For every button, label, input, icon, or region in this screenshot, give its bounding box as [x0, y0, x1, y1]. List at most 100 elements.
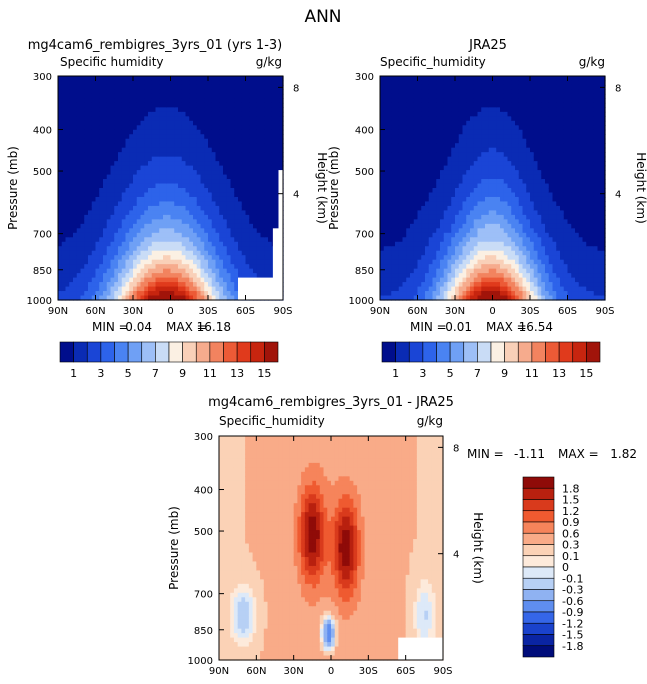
contour-cell — [133, 152, 138, 158]
contour-cell — [121, 183, 127, 189]
contour-cell — [215, 152, 220, 158]
contour-cell — [470, 125, 475, 131]
contour-cell — [466, 111, 471, 117]
contour-cell — [174, 147, 179, 153]
contour-cell — [488, 138, 494, 144]
contour-cell — [275, 138, 280, 144]
contour-cell — [515, 228, 520, 234]
contour-cell — [159, 116, 164, 122]
contour-cell — [238, 205, 243, 211]
contour-cell — [151, 107, 157, 113]
contour-cell — [428, 219, 434, 225]
contour-cell — [488, 183, 494, 189]
contour-cell — [181, 291, 187, 297]
contour-cell — [95, 179, 100, 185]
contour-cell — [103, 205, 108, 211]
contour-cell — [473, 295, 479, 301]
contour-cell — [178, 273, 183, 279]
contour-cell — [447, 264, 452, 270]
contour-cell — [500, 205, 505, 211]
contour-cell — [193, 174, 198, 180]
contour-cell — [129, 259, 134, 265]
contour-cell — [151, 196, 157, 203]
colorbar-swatch — [59, 341, 74, 363]
contour-cell — [163, 102, 168, 108]
contour-cell — [204, 116, 209, 122]
contour-cell — [436, 152, 441, 158]
contour-cell — [118, 291, 123, 297]
contour-cell — [436, 107, 441, 113]
contour-cell — [159, 291, 164, 297]
contour-cell — [447, 76, 452, 82]
contour-cell — [488, 102, 494, 108]
contour-cell — [189, 143, 194, 149]
contour-cell — [125, 84, 130, 91]
contour-cell — [136, 116, 142, 122]
contour-cell — [511, 237, 516, 243]
contour-cell — [136, 147, 142, 153]
contour-cell — [208, 143, 213, 149]
contour-cell — [410, 205, 415, 211]
contour-cell — [211, 129, 217, 135]
contour-cell — [103, 116, 108, 122]
contour-cell — [174, 250, 179, 256]
contour-cell — [256, 219, 262, 225]
contour-cell — [215, 156, 220, 162]
contour-cell — [125, 93, 130, 99]
contour-cell — [256, 98, 262, 104]
contour-cell — [226, 196, 232, 203]
contour-cell — [73, 268, 78, 274]
contour-cell — [211, 76, 217, 82]
contour-cell — [95, 232, 100, 238]
contour-cell — [410, 156, 415, 162]
contour-cell — [144, 183, 149, 189]
contour-cell — [264, 134, 269, 140]
contour-cell — [443, 165, 449, 171]
contour-cell — [249, 143, 254, 149]
contour-cell — [84, 259, 89, 265]
contour-cell — [61, 259, 67, 265]
contour-cell — [110, 228, 115, 234]
contour-cell — [466, 116, 471, 122]
panel-model-variable-label: Specific humidity — [60, 55, 164, 69]
contour-cell — [395, 129, 400, 135]
contour-cell — [234, 93, 239, 99]
contour-cell — [185, 210, 190, 216]
contour-cell — [166, 291, 172, 297]
contour-cell — [174, 152, 179, 158]
contour-cell — [163, 161, 168, 167]
contour-cell — [447, 259, 452, 265]
contour-cell — [230, 165, 235, 171]
contour-cell — [402, 80, 407, 86]
contour-cell — [455, 125, 460, 131]
contour-cell — [458, 143, 464, 149]
contour-cell — [492, 223, 497, 229]
contour-cell — [383, 102, 389, 108]
contour-cell — [118, 183, 123, 189]
contour-cell — [159, 201, 164, 207]
contour-cell — [106, 241, 112, 247]
contour-cell — [129, 214, 134, 220]
contour-cell — [462, 282, 467, 288]
contour-cell — [428, 286, 434, 292]
contour-cell — [470, 138, 475, 144]
contour-cell — [455, 205, 460, 211]
contour-cell — [193, 84, 198, 91]
contour-cell — [395, 214, 400, 220]
contour-cell — [208, 188, 213, 194]
contour-cell — [125, 259, 130, 265]
contour-cell — [260, 98, 265, 104]
contour-cell — [406, 179, 411, 185]
contour-cell — [477, 129, 482, 135]
contour-cell — [485, 196, 490, 203]
contour-cell — [76, 165, 82, 171]
contour-cell — [106, 93, 112, 99]
contour-cell — [402, 241, 407, 247]
contour-cell — [249, 273, 254, 279]
contour-cell — [451, 201, 456, 207]
contour-cell — [185, 219, 190, 225]
contour-cell — [129, 237, 134, 243]
contour-cell — [166, 120, 172, 126]
contour-cell — [241, 125, 247, 131]
contour-cell — [234, 102, 239, 108]
